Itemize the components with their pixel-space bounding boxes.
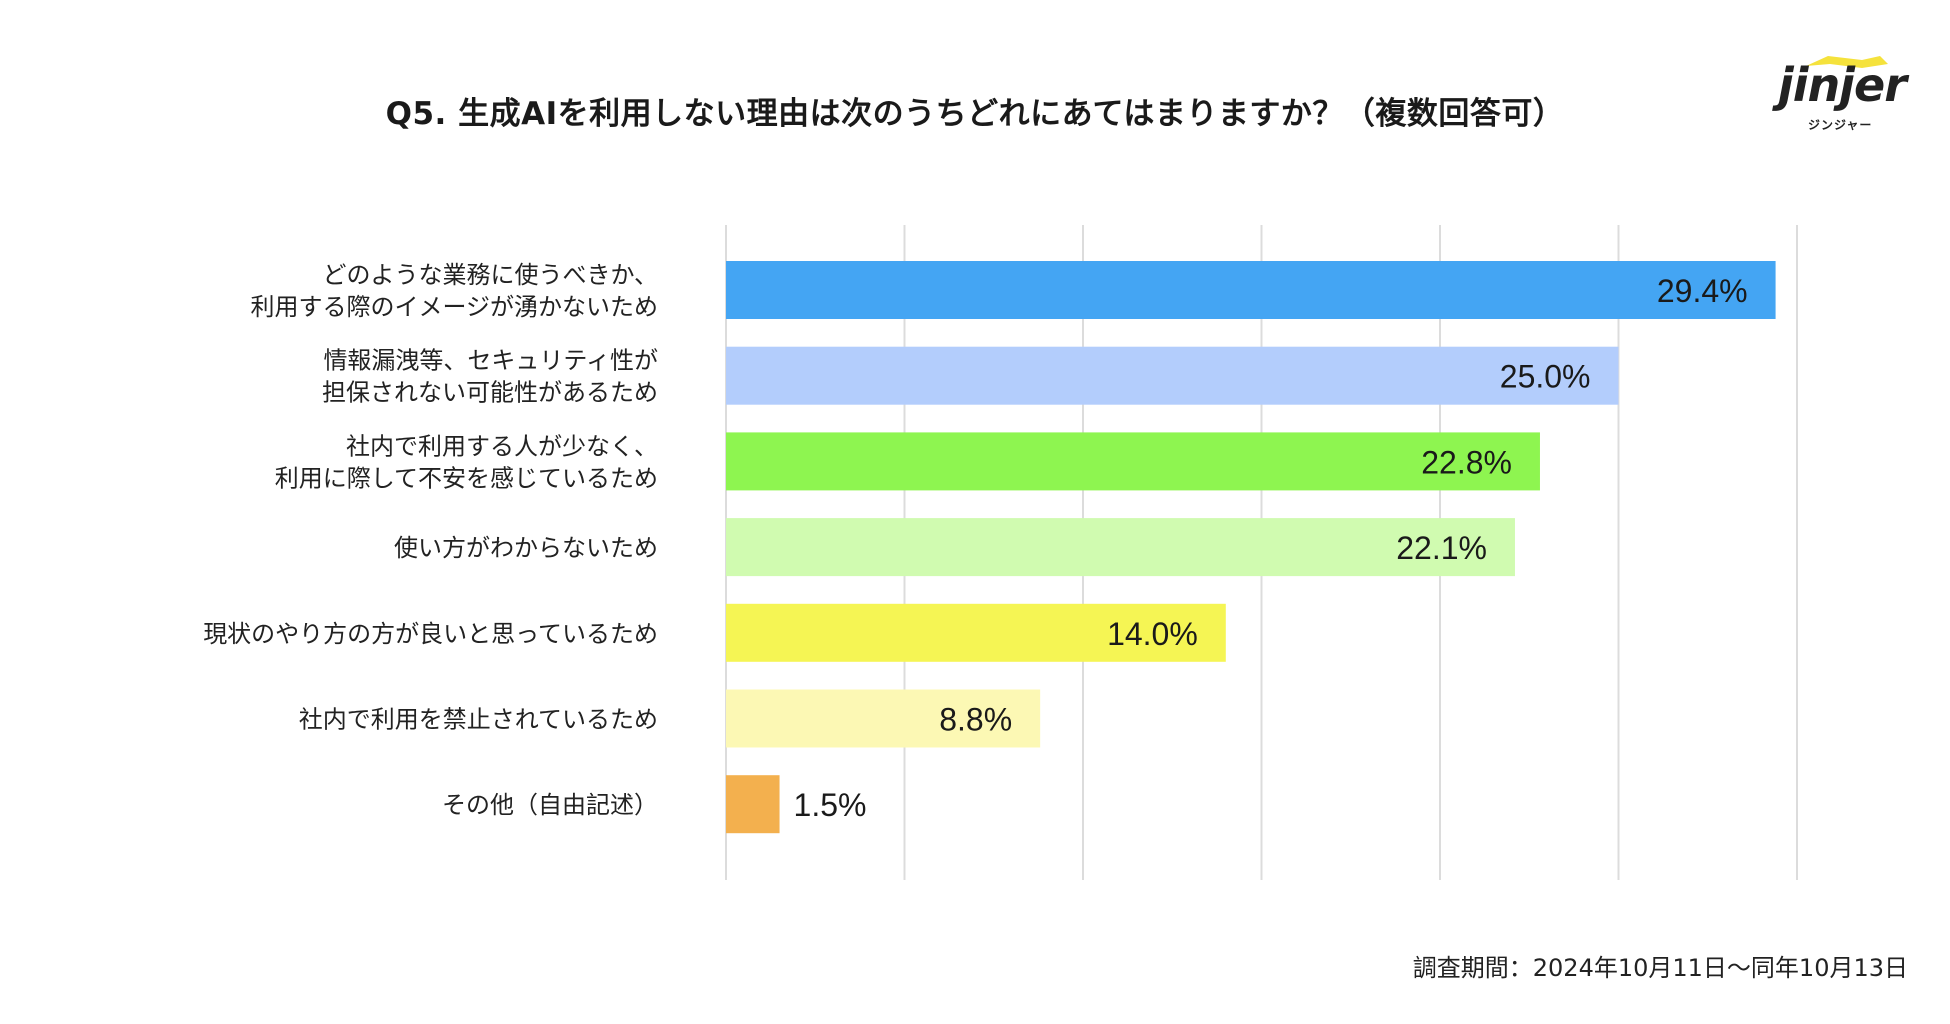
category-label: 利用に際して不安を感じているため: [275, 464, 658, 492]
value-labels: 29.4% 25.0% 22.8% 22.1% 14.0% 8.8% 1.5%: [794, 273, 1748, 823]
value-label: 25.0%: [1500, 359, 1591, 395]
bar: [726, 346, 1619, 405]
bar: [726, 603, 1226, 662]
category-label: その他（自由記述）: [442, 791, 658, 819]
value-label: 14.0%: [1107, 616, 1198, 652]
value-label: 22.1%: [1396, 530, 1487, 566]
bar: [726, 775, 780, 834]
category-label: 社内で利用する人が少なく、: [346, 432, 658, 460]
value-label: 22.8%: [1421, 444, 1512, 480]
bar: [726, 432, 1540, 491]
logo-hat-icon: [1806, 56, 1888, 68]
category-labels: どのような業務に使うべきか、利用する際のイメージが湧かないため情報漏洩等、セキュ…: [203, 261, 658, 819]
bars: [726, 261, 1776, 834]
value-label: 1.5%: [794, 787, 867, 823]
survey-period: 調査期間：2024年10月11日～同年10月13日: [1412, 954, 1908, 982]
category-label: 情報漏洩等、セキュリティ性が: [323, 347, 658, 375]
category-label: 現状のやり方の方が良いと思っているため: [203, 620, 658, 648]
bar: [726, 518, 1515, 577]
bar: [726, 689, 1041, 748]
category-label: 使い方がわからないため: [394, 534, 658, 562]
category-label: 利用する際のイメージが湧かないため: [250, 293, 658, 321]
category-label: どのような業務に使うべきか、: [322, 261, 658, 289]
value-label: 8.8%: [939, 702, 1012, 738]
bar-chart: どのような業務に使うべきか、利用する際のイメージが湧かないため情報漏洩等、セキュ…: [203, 225, 1798, 880]
category-label: 担保されない可能性があるため: [322, 379, 658, 407]
chart-title: Q5. 生成AIを利用しない理由は次のうちどれにあてはまりますか？（複数回答可）: [385, 96, 1565, 132]
logo-wordmark: jinjer: [1778, 58, 1907, 112]
category-label: 社内で利用を禁止されているため: [299, 706, 658, 734]
jinjer-logo: jinjer ジンジャー: [1770, 52, 1920, 142]
bar: [726, 261, 1776, 319]
value-label: 29.4%: [1657, 273, 1748, 309]
logo-kana: ジンジャー: [1808, 118, 1873, 132]
